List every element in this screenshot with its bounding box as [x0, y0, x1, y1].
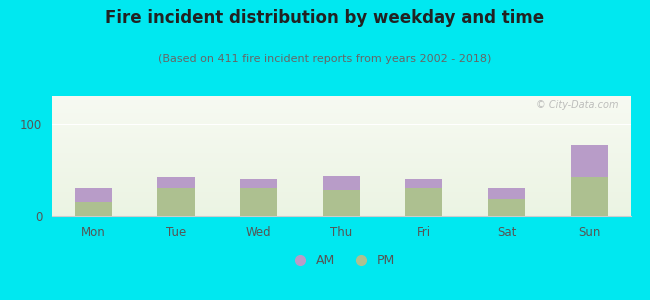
Text: (Based on 411 fire incident reports from years 2002 - 2018): (Based on 411 fire incident reports from… [159, 54, 491, 64]
Bar [322, 176, 360, 190]
Bar [488, 188, 525, 200]
Bar [240, 179, 277, 188]
Bar [157, 177, 194, 188]
Bar [157, 188, 194, 216]
Bar [75, 202, 112, 216]
Bar [322, 190, 360, 216]
Bar [571, 145, 608, 177]
Text: Fire incident distribution by weekday and time: Fire incident distribution by weekday an… [105, 9, 545, 27]
Bar [240, 188, 277, 216]
Bar [571, 177, 608, 216]
Bar [406, 179, 443, 188]
Bar [75, 188, 112, 202]
Bar [406, 188, 443, 216]
Legend: AM, PM: AM, PM [283, 249, 400, 272]
Bar [488, 200, 525, 216]
Text: © City-Data.com: © City-Data.com [536, 100, 619, 110]
